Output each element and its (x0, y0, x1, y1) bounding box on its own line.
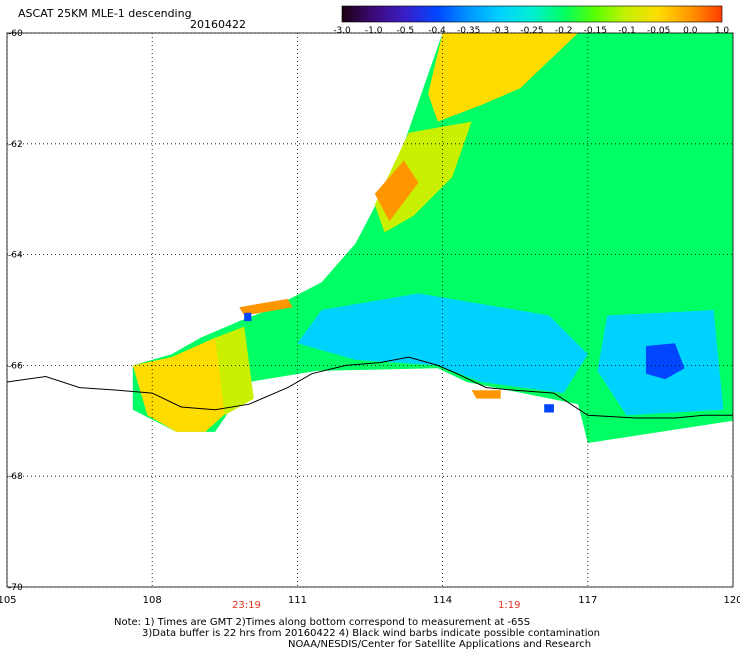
colorbar-tick-label: -0.2 (555, 26, 573, 36)
y-tick-label: -68 (8, 472, 23, 482)
chart-date: 20160422 (190, 18, 246, 31)
colorbar: -3.0 -1.0 -0.5 -0.4 -0.35 -0.3 -0.25 -0.2 -0.15 -… (333, 5, 730, 36)
swath-region (544, 404, 554, 413)
swath-region (374, 160, 419, 222)
swath-region (132, 33, 733, 443)
swath-layer (132, 33, 733, 443)
footer-note-2: 3)Data buffer is 22 hrs from 20160422 4)… (142, 628, 600, 639)
y-tick-label: -60 (8, 29, 23, 39)
y-tick-label: -64 (8, 251, 23, 261)
colorbar-tick-label: -1.0 (365, 26, 383, 36)
colorbar-ramp (341, 5, 723, 23)
x-tick-label: 117 (578, 595, 597, 606)
y-tick-label: -62 (8, 140, 23, 150)
y-tick-label: -70 (8, 583, 23, 593)
colorbar-tick-label: -0.15 (584, 26, 607, 36)
plot-frame (6, 32, 734, 588)
footer-credit: NOAA/NESDIS/Center for Satellite Applica… (288, 639, 592, 650)
colorbar-tick-label: -0.4 (428, 26, 446, 36)
time-label-right: 1:19 (498, 600, 521, 611)
x-tick-label: 105 (0, 595, 17, 606)
colorbar-tick-label: 1.0 (715, 26, 730, 36)
colorbar-tick-label: -3.0 (333, 26, 351, 36)
swath-region (645, 343, 685, 380)
time-label-left: 23:19 (232, 600, 261, 611)
map-plot: 105 108 111 114 117 120 -60 -62 -64 -66 -68 -70 (0, 29, 740, 606)
swath-region (239, 298, 293, 316)
swath-region (215, 326, 254, 416)
colorbar-tick-label: -0.25 (520, 26, 543, 36)
x-tick-label: 111 (288, 595, 307, 606)
x-tick-label: 108 (143, 595, 162, 606)
x-tick-label: 114 (433, 595, 452, 606)
swath-region (244, 312, 252, 322)
colorbar-tick-label: -0.05 (647, 26, 670, 36)
swath-region (297, 293, 588, 394)
colorbar-tick-label: -0.5 (397, 26, 415, 36)
x-tick-label: 120 (723, 595, 740, 606)
colorbar-tick-label: -0.3 (492, 26, 510, 36)
colorbar-tick-label: -0.35 (457, 26, 480, 36)
footer-note-1: Note: 1) Times are GMT 2)Times along bot… (114, 617, 531, 628)
swath-region (132, 337, 230, 432)
colorbar-tick-label: 0.0 (683, 26, 698, 36)
colorbar-tick-label: -0.1 (618, 26, 636, 36)
swath-region (471, 390, 501, 399)
y-tick-label: -66 (8, 361, 23, 371)
coastline (6, 356, 733, 419)
swath-region (428, 33, 579, 122)
chart-title: ASCAT 25KM MLE-1 descending (18, 7, 192, 20)
